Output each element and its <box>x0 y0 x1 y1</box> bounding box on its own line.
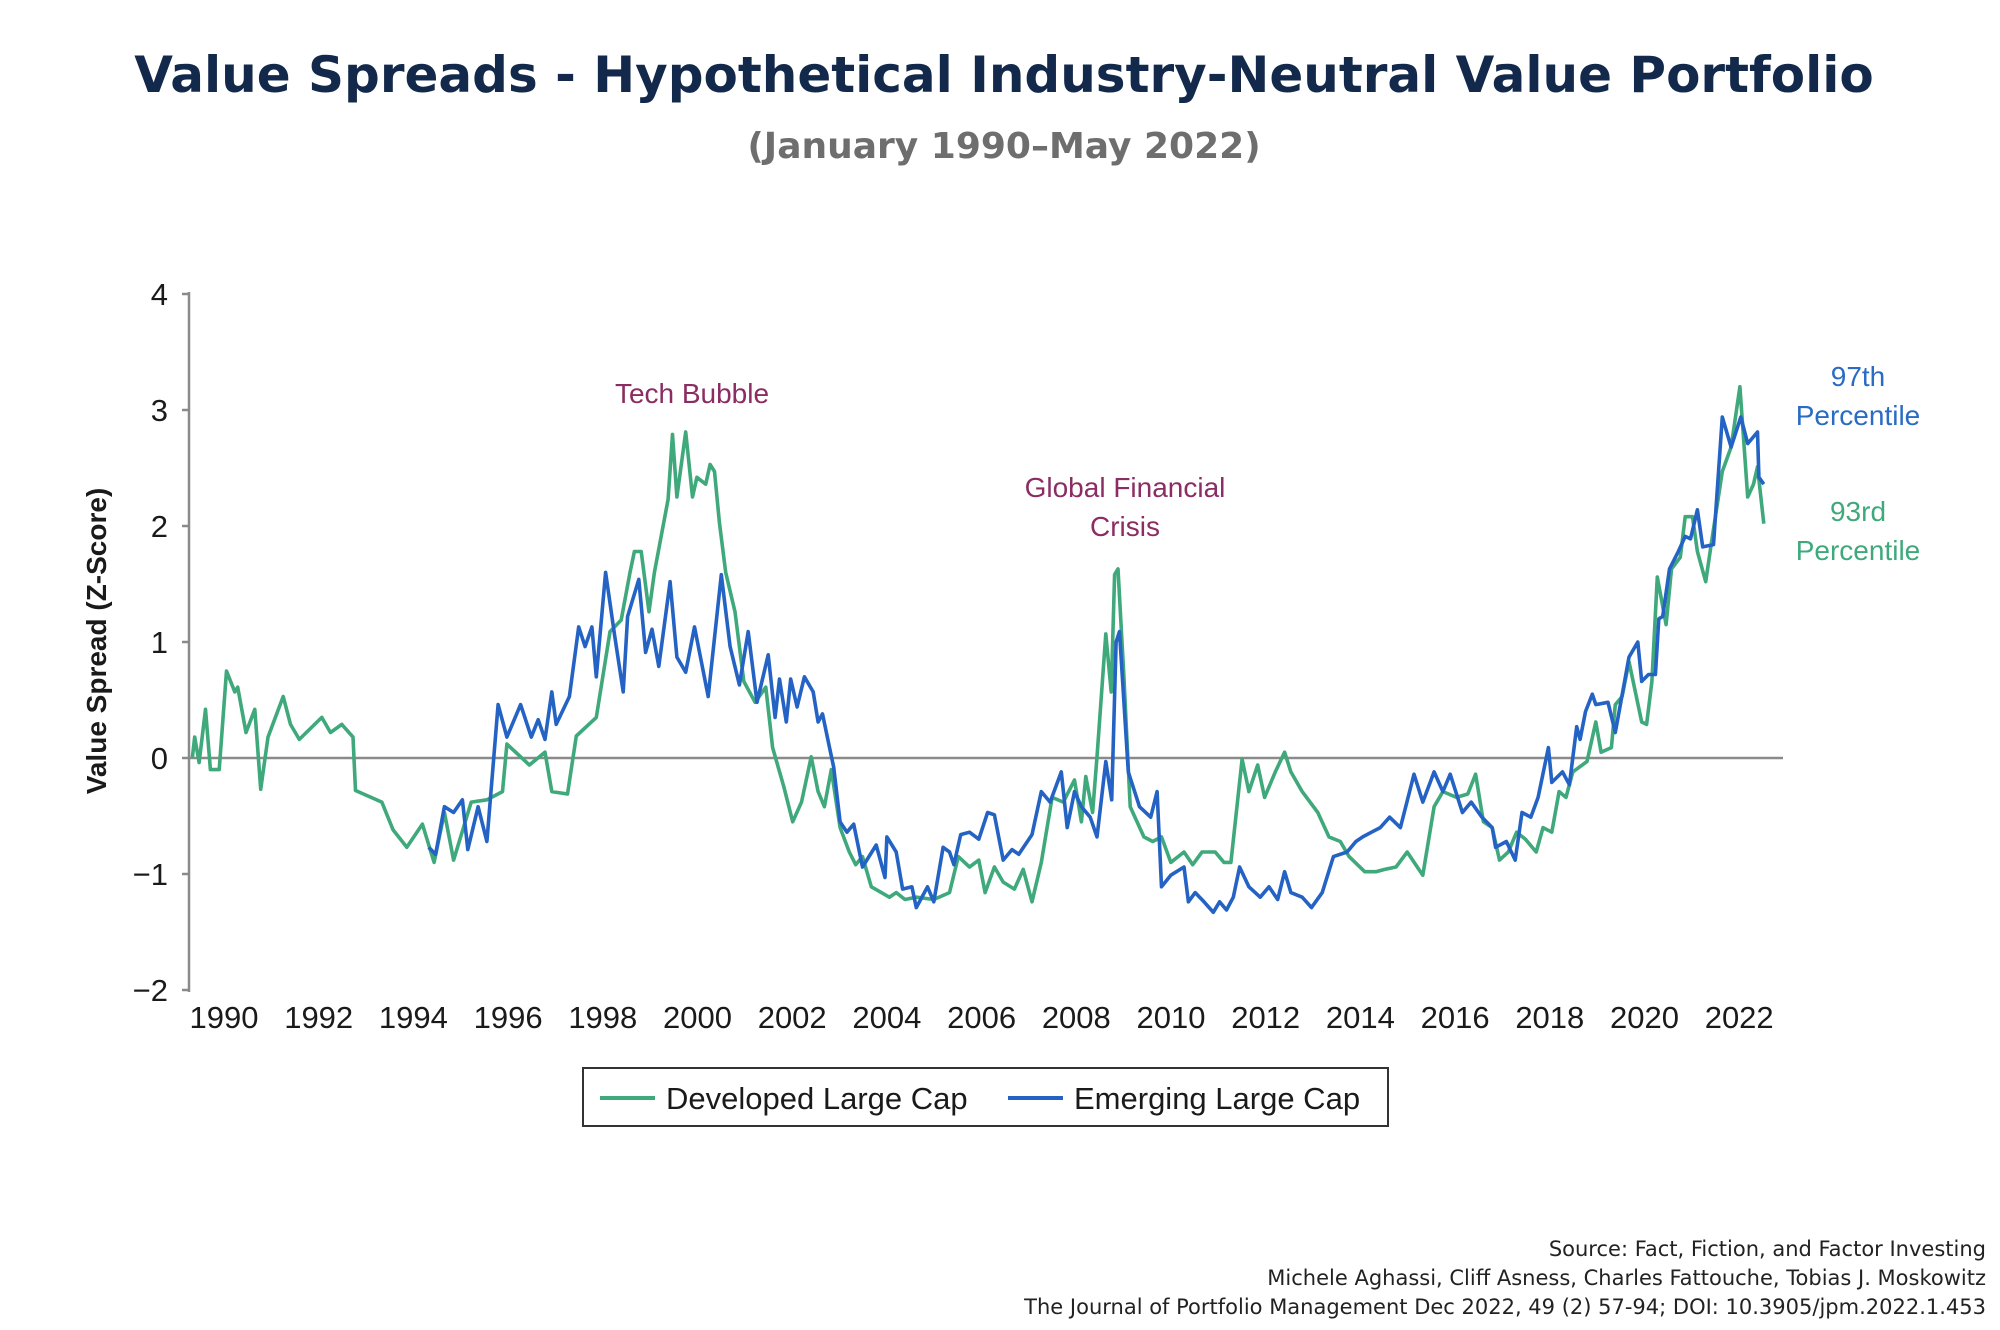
annotation-97th-line1: 97th <box>1831 361 1886 392</box>
x-tick-label: 2000 <box>663 1000 732 1035</box>
x-tick-label: 2010 <box>1137 1000 1206 1035</box>
legend: Developed Large Cap Emerging Large Cap <box>582 1067 1389 1127</box>
annotation-tech-bubble: Tech Bubble <box>615 378 769 409</box>
y-tick-label: 3 <box>151 393 168 428</box>
y-tick-label: 4 <box>151 277 168 312</box>
annotation-tech-bubble-text: Tech Bubble <box>615 378 769 409</box>
series-lines <box>190 385 1766 915</box>
x-tick-label: 2022 <box>1705 1000 1774 1035</box>
y-tick-label: 1 <box>151 625 168 660</box>
legend-label-developed: Developed Large Cap <box>666 1081 968 1116</box>
x-tick-label: 2014 <box>1326 1000 1395 1035</box>
series-line-developed <box>190 385 1766 904</box>
y-tick-label: 0 <box>151 741 168 776</box>
annotation-93rd-line2: Percentile <box>1796 535 1921 566</box>
annotation-gfc: Global Financial Crisis <box>1025 472 1226 542</box>
source-note: Source: Fact, Fiction, and Factor Invest… <box>1023 1237 1986 1319</box>
annotation-93rd-line1: 93rd <box>1830 496 1886 527</box>
x-tick-label: 1990 <box>190 1000 259 1035</box>
x-tick-label: 1998 <box>568 1000 637 1035</box>
source-line-2: Michele Aghassi, Cliff Asness, Charles F… <box>1267 1266 1986 1290</box>
source-line-3: The Journal of Portfolio Management Dec … <box>1023 1295 1986 1319</box>
y-tick-label: −2 <box>133 973 168 1008</box>
y-tick-label: 2 <box>151 509 168 544</box>
x-tick-label: 2016 <box>1421 1000 1490 1035</box>
source-line-1: Source: Fact, Fiction, and Factor Invest… <box>1549 1237 1986 1261</box>
x-tick-label: 2012 <box>1231 1000 1300 1035</box>
annotation-gfc-line2: Crisis <box>1090 511 1160 542</box>
y-ticks: 4 3 2 1 0 −1 −2 <box>133 277 189 1008</box>
x-tick-label: 2006 <box>947 1000 1016 1035</box>
x-tick-label: 2020 <box>1610 1000 1679 1035</box>
x-tick-label: 1994 <box>379 1000 448 1035</box>
x-tick-label: 2008 <box>1042 1000 1111 1035</box>
chart-subtitle: (January 1990–May 2022) <box>747 126 1260 167</box>
series-line-emerging <box>427 415 1766 915</box>
y-axis-label: Value Spread (Z-Score) <box>81 488 112 795</box>
annotation-93rd-percentile: 93rd Percentile <box>1796 496 1921 566</box>
annotation-97th-line2: Percentile <box>1796 400 1921 431</box>
x-tick-label: 2004 <box>852 1000 921 1035</box>
annotation-gfc-line1: Global Financial <box>1025 472 1226 503</box>
x-ticks: 1990 1992 1994 1996 1998 2000 2002 2004 2006 2008… <box>190 1000 1774 1035</box>
y-tick-label: −1 <box>133 857 168 892</box>
x-tick-label: 2018 <box>1515 1000 1584 1035</box>
x-tick-label: 1996 <box>474 1000 543 1035</box>
x-tick-label: 1992 <box>284 1000 353 1035</box>
legend-label-emerging: Emerging Large Cap <box>1074 1081 1360 1116</box>
chart-title: Value Spreads - Hypothetical Industry-Ne… <box>134 46 1873 104</box>
annotation-97th-percentile: 97th Percentile <box>1796 361 1921 431</box>
x-tick-label: 2002 <box>758 1000 827 1035</box>
legend-box <box>582 1067 1389 1127</box>
